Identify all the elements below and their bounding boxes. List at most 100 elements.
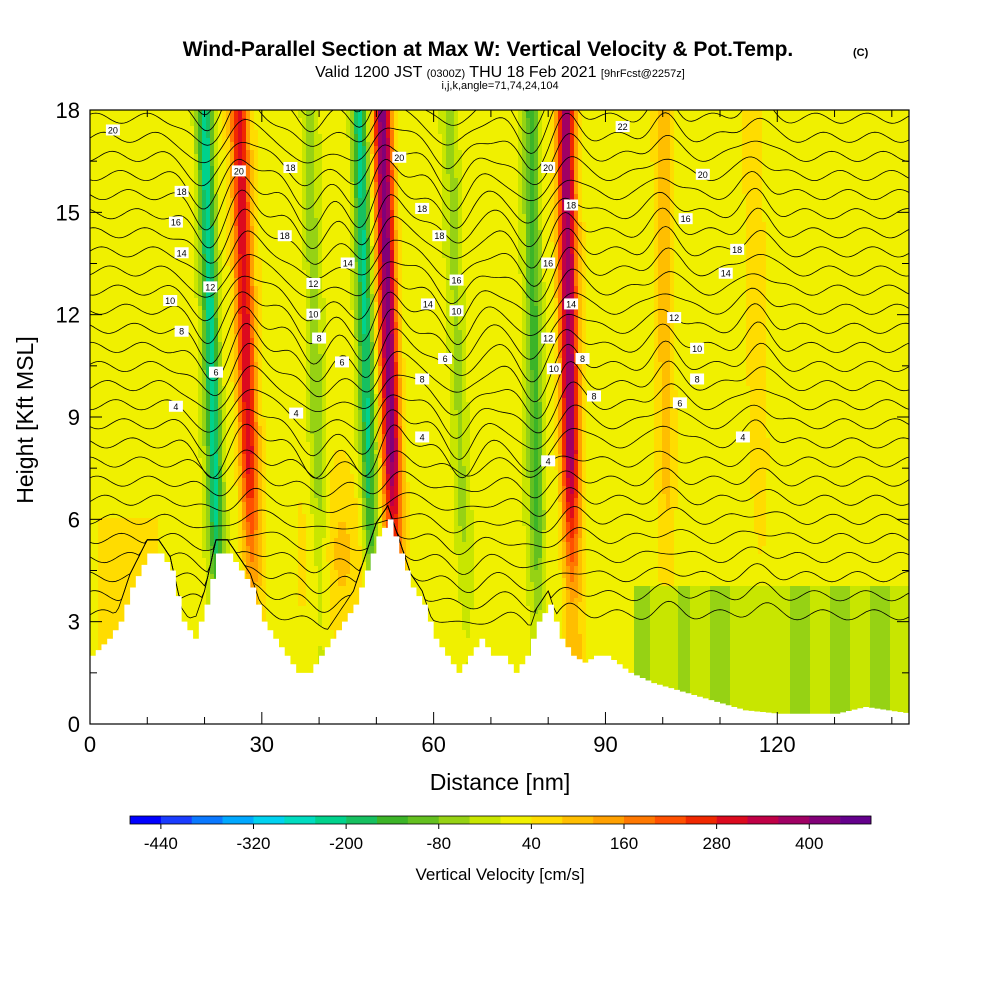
colorbar-swatch xyxy=(593,816,624,824)
contour-label: 20 xyxy=(541,162,555,173)
colorbar-swatch xyxy=(130,816,161,824)
y-tick-label: 15 xyxy=(56,200,80,225)
contour-label: 18 xyxy=(283,162,297,173)
colorbar-label: Vertical Velocity [cm/s] xyxy=(415,865,584,884)
contour-label: 8 xyxy=(576,353,590,364)
colorbar-swatch xyxy=(686,816,717,824)
contour-label: 14 xyxy=(719,268,733,279)
subtitle-valid: Valid 1200 JST xyxy=(315,64,426,81)
chart-title: Wind-Parallel Section at Max W: Vertical… xyxy=(183,38,794,61)
y-tick-label: 3 xyxy=(68,610,80,635)
contour-label: 4 xyxy=(169,401,183,412)
colorbar-swatch xyxy=(408,816,439,824)
contour-label: 4 xyxy=(736,431,750,442)
contour-label: 12 xyxy=(541,333,555,344)
y-tick-label: 6 xyxy=(68,507,80,532)
y-axis-label: Height [Kft MSL] xyxy=(12,336,38,503)
contour-label: 8 xyxy=(175,326,189,337)
contour-label: 18 xyxy=(175,186,189,197)
chart-title-suffix: (C) xyxy=(853,47,869,59)
colorbar-swatch xyxy=(439,816,470,824)
contour-label: 10 xyxy=(450,305,464,316)
colorbar-tick-label: -320 xyxy=(236,834,270,853)
colorbar-swatch xyxy=(778,816,809,824)
colorbar-swatch xyxy=(315,816,346,824)
colorbar-tick-label: -200 xyxy=(329,834,363,853)
y-tick-label: 9 xyxy=(68,405,80,430)
contour-label: 10 xyxy=(547,363,561,374)
contour-label: 18 xyxy=(415,203,429,214)
colorbar-swatch xyxy=(377,816,408,824)
contour-label: 10 xyxy=(690,343,704,354)
contour-label: 16 xyxy=(450,275,464,286)
colorbar-swatch xyxy=(470,816,501,824)
x-tick-label: 120 xyxy=(759,732,796,757)
contour-label: 6 xyxy=(335,356,349,367)
colorbar-swatch xyxy=(531,816,562,824)
contour-label: 14 xyxy=(341,258,355,269)
x-tick-label: 0 xyxy=(84,732,96,757)
contour-label: 22 xyxy=(616,121,630,132)
contour-label: 18 xyxy=(564,200,578,211)
contour-label: 16 xyxy=(679,213,693,224)
colorbar-tick-label: 160 xyxy=(610,834,638,853)
colorbar-tick-label: 400 xyxy=(795,834,823,853)
y-tick-label: 0 xyxy=(68,712,80,737)
contour-label: 14 xyxy=(564,298,578,309)
colorbar-swatch xyxy=(284,816,315,824)
plot-area: 2018161410842012618181210864142018181614… xyxy=(90,55,915,726)
contour-label: 20 xyxy=(392,152,406,163)
colorbar-tick-label: 280 xyxy=(702,834,730,853)
contour-label: 18 xyxy=(730,244,744,255)
contour-label: 12 xyxy=(306,278,320,289)
colorbar-swatch xyxy=(562,816,593,824)
contour-label: 10 xyxy=(163,295,177,306)
contour-label: 16 xyxy=(541,258,555,269)
contour-label: 14 xyxy=(421,298,435,309)
contour-label: 4 xyxy=(289,408,303,419)
chart-subtitle-indices: i,j,k,angle=71,74,24,104 xyxy=(441,80,558,92)
colorbar xyxy=(130,816,871,824)
contour-label: 6 xyxy=(209,367,223,378)
contour-label: 8 xyxy=(312,333,326,344)
contour-label: 8 xyxy=(587,391,601,402)
contour-label: 12 xyxy=(667,312,681,323)
contour-label: 18 xyxy=(432,230,446,241)
x-tick-label: 30 xyxy=(250,732,274,757)
colorbar-swatch xyxy=(501,816,532,824)
colorbar-tick-label: -80 xyxy=(426,834,451,853)
contour-label: 6 xyxy=(438,353,452,364)
contour-label: 8 xyxy=(690,373,704,384)
colorbar-swatch xyxy=(717,816,748,824)
colorbar-swatch xyxy=(655,816,686,824)
colorbar-swatch xyxy=(809,816,840,824)
contour-label: 4 xyxy=(541,455,555,466)
contour-label: 20 xyxy=(696,169,710,180)
x-tick-label: 90 xyxy=(593,732,617,757)
colorbar-swatch xyxy=(161,816,192,824)
contour-label: 16 xyxy=(169,217,183,228)
x-axis-label: Distance [nm] xyxy=(430,769,571,795)
contour-label: 10 xyxy=(306,309,320,320)
contour-label: 14 xyxy=(175,247,189,258)
contour-label: 4 xyxy=(415,431,429,442)
colorbar-swatch xyxy=(346,816,377,824)
colorbar-tick-label: 40 xyxy=(522,834,541,853)
y-tick-label: 12 xyxy=(56,303,80,328)
colorbar-swatch xyxy=(624,816,655,824)
colorbar-swatch xyxy=(840,816,871,824)
y-tick-label: 18 xyxy=(56,98,80,123)
contour-label: 8 xyxy=(415,373,429,384)
subtitle-forecast: [9hrFcst@2257z] xyxy=(601,68,685,80)
x-tick-label: 60 xyxy=(421,732,445,757)
contour-label: 12 xyxy=(203,281,217,292)
contour-label: 6 xyxy=(673,397,687,408)
contour-label: 18 xyxy=(278,230,292,241)
contour-label: 20 xyxy=(232,165,246,176)
colorbar-swatch xyxy=(192,816,223,824)
colorbar-swatch xyxy=(254,816,285,824)
colorbar-swatch xyxy=(748,816,779,824)
contour-label: 20 xyxy=(106,124,120,135)
subtitle-date: THU 18 Feb 2021 xyxy=(465,64,601,81)
